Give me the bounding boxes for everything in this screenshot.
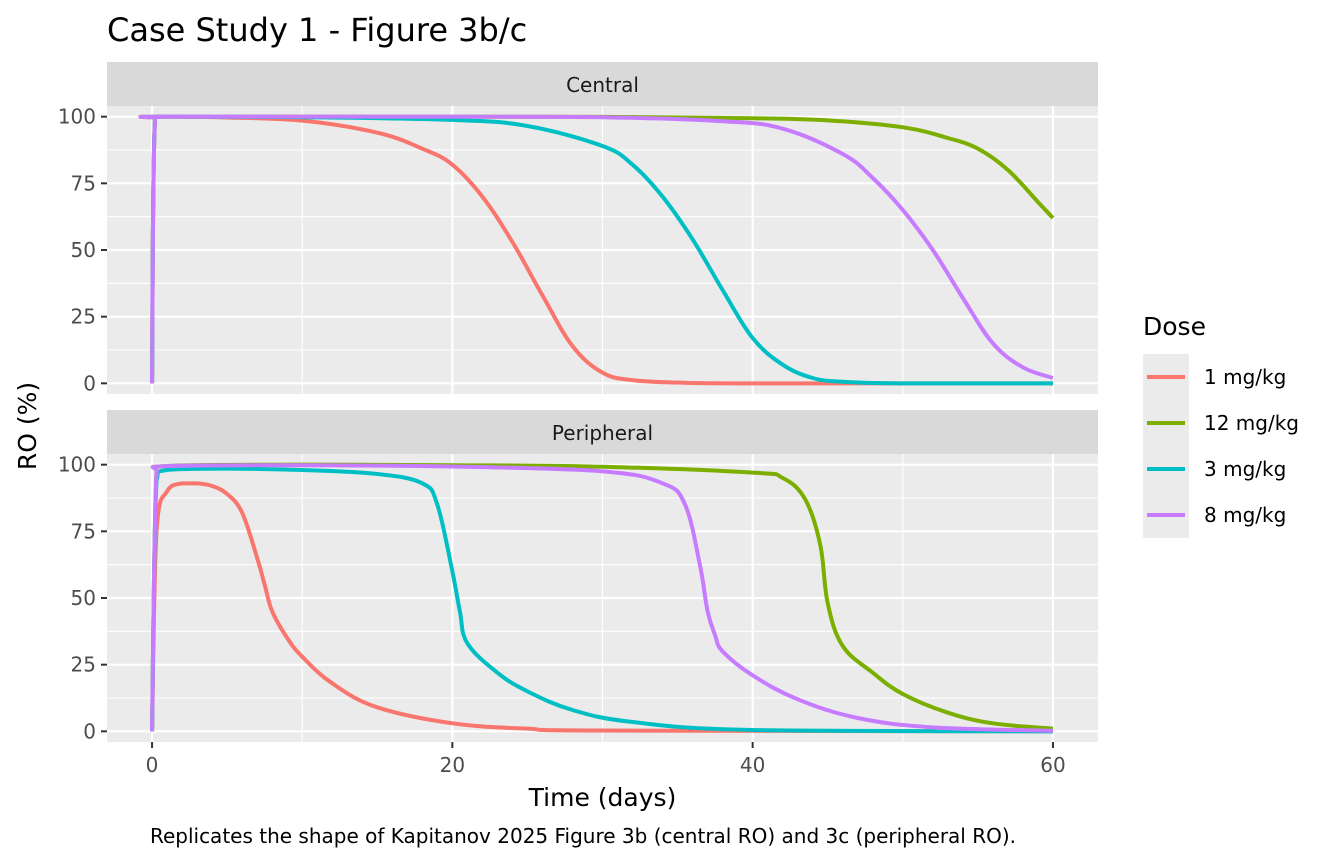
chart-caption: Replicates the shape of Kapitanov 2025 F…: [150, 824, 1016, 848]
legend-label: 1 mg/kg: [1204, 365, 1286, 389]
series-central: [138, 114, 1055, 386]
x-tick-label: 0: [146, 753, 159, 777]
legend-key-background: [1143, 354, 1189, 538]
y-tick-label: 75: [71, 519, 96, 543]
y-tick-label: 25: [71, 305, 96, 329]
series-line-8-mg-kg: [138, 114, 1054, 384]
y-tick-label: 75: [71, 171, 96, 195]
strip-central-label: Central: [566, 73, 639, 97]
series-line-1-mg-kg: [150, 481, 1053, 734]
y-tick-label: 0: [83, 719, 96, 743]
series-peripheral: [150, 462, 1054, 734]
y-tick-label: 50: [71, 586, 96, 610]
x-tick-label: 40: [740, 753, 765, 777]
legend-label: 3 mg/kg: [1204, 457, 1286, 481]
legend-label: 8 mg/kg: [1204, 503, 1286, 527]
strip-peripheral-label: Peripheral: [552, 421, 653, 445]
legend-items: 1 mg/kg 12 mg/kg 3 mg/kg 8 mg/kg: [1147, 365, 1299, 527]
x-axis-title: Time (days): [528, 783, 677, 812]
series-line-8-mg-kg: [150, 463, 1054, 733]
x-ticks: 0 20 40 60: [146, 742, 1066, 777]
y-axis-title: RO (%): [13, 382, 42, 470]
y-tick-label: 0: [83, 371, 96, 395]
strip-central: [107, 62, 1098, 106]
x-tick-label: 60: [1040, 753, 1065, 777]
series-line-3-mg-kg: [150, 466, 1053, 734]
strip-peripheral: [107, 410, 1098, 454]
legend-title: Dose: [1143, 312, 1206, 341]
x-tick-label: 20: [440, 753, 465, 777]
chart-title: Case Study 1 - Figure 3b/c: [107, 11, 527, 49]
legend: Dose 1 mg/kg 12 mg/kg 3 mg/kg 8 mg/kg: [1143, 312, 1299, 538]
panel-central: Central 0 25 50 75 100: [58, 62, 1098, 395]
y-tick-label: 25: [71, 653, 96, 677]
y-tick-label: 100: [58, 105, 96, 129]
y-ticks-central: 0 25 50 75 100: [58, 105, 107, 395]
panel-peripheral: Peripheral 0 25 50 75 100: [58, 410, 1098, 743]
y-tick-label: 50: [71, 238, 96, 262]
y-ticks-peripheral: 0 25 50 75 100: [58, 453, 107, 743]
legend-label: 12 mg/kg: [1204, 411, 1299, 435]
y-tick-label: 100: [58, 453, 96, 477]
